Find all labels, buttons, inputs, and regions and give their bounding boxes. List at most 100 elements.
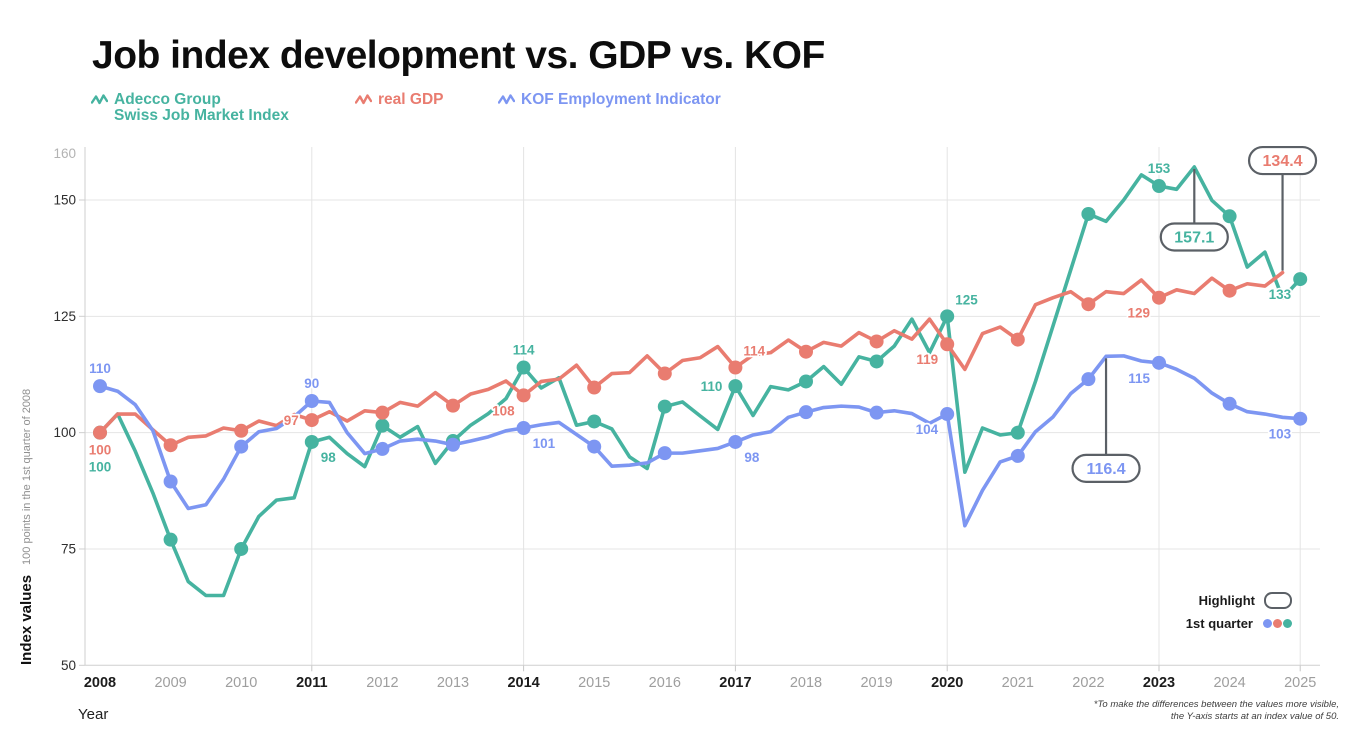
q1-dot-gdp (869, 334, 884, 349)
x-tick-label: 2024 (1213, 675, 1245, 691)
x-tick-label: 2020 (931, 675, 963, 691)
q1-dot-gdp (304, 413, 319, 428)
q1-dot-adecco (728, 379, 743, 394)
point-label-adecco-125: 125 (955, 292, 978, 307)
legend-item-kof: KOF Employment Indicator (497, 92, 721, 111)
q1-dot-adecco (1010, 425, 1025, 440)
y-tick-label: 75 (61, 541, 76, 556)
q1-dot-kof (163, 474, 178, 489)
q1-dot-gdp (728, 360, 743, 375)
q1-dot-gdp (1152, 290, 1166, 305)
q1-dot-adecco (657, 399, 672, 414)
highlight-callout-gdp (1247, 145, 1318, 176)
y-tick-label: 160 (53, 146, 76, 161)
q1-dot-kof (587, 439, 602, 454)
x-tick-label: 2013 (437, 675, 469, 691)
series-line-adecco (98, 165, 1302, 598)
y-tick-label: 100 (53, 425, 76, 440)
q1-dot-adecco (163, 532, 178, 547)
q1-dot-gdp (1010, 332, 1025, 347)
q1-dot-gdp (234, 423, 249, 438)
x-tick-label: 2014 (507, 675, 539, 691)
x-tick-label: 2012 (366, 675, 398, 691)
x-axis-title: Year (78, 706, 109, 723)
line-squiggle-icon (497, 93, 516, 111)
kof-dot-icon (1263, 619, 1272, 628)
line-squiggle-icon (90, 93, 109, 111)
q1-dot-gdp (1222, 283, 1237, 298)
gdp-dot-icon (1273, 619, 1282, 628)
q1-dot-kof (657, 446, 672, 461)
chart-title: Job index development vs. GDP vs. KOF (92, 34, 825, 77)
q1-dot-kof (93, 379, 107, 394)
q1-dot-adecco (516, 360, 531, 375)
point-label-gdp-97: 97 (284, 413, 299, 428)
x-tick-label: 2021 (1002, 675, 1034, 691)
footnote: *To make the differences between the val… (1094, 699, 1339, 723)
q1-dot-kof (869, 405, 884, 420)
annotation-key: Highlight 1st quarter (1080, 590, 1292, 636)
point-label-kof-101: 101 (533, 436, 556, 451)
legend: Adecco Group Swiss Job Market Index real… (0, 92, 1351, 132)
point-label-gdp-129: 129 (1127, 306, 1150, 321)
point-label-adecco-110: 110 (701, 379, 723, 394)
highlight-pill-icon (1264, 592, 1292, 609)
q1-dot-kof (375, 441, 390, 456)
x-tick-label: 2019 (860, 675, 892, 691)
point-label-gdp-108: 108 (492, 403, 515, 418)
x-tick-label: 2018 (790, 675, 822, 691)
q1-dot-adecco (304, 434, 319, 449)
point-label-gdp-119: 119 (916, 352, 938, 367)
q1-dot-gdp (1081, 297, 1096, 312)
y-tick-label: 150 (53, 193, 76, 208)
q1-dot-gdp (163, 438, 178, 453)
x-tick-label: 2008 (84, 675, 116, 691)
q1-dot-adecco (587, 414, 602, 429)
highlight-callout-adecco (1159, 222, 1229, 252)
legend-label: real GDP (378, 91, 444, 108)
q1-dot-gdp (587, 380, 602, 395)
q1-dot-kof (516, 420, 531, 435)
q1-dot-kof (1152, 355, 1166, 370)
x-tick-label: 2010 (225, 675, 257, 691)
q1-dot-kof (1222, 396, 1237, 411)
highlight-callout-kof (1071, 453, 1141, 483)
x-tick-label: 2023 (1143, 675, 1175, 691)
q1-dot-adecco (1081, 206, 1096, 221)
callout-value-134.4: 134.4 (1263, 153, 1303, 170)
highlight-key-row: Highlight (1080, 590, 1292, 611)
point-label-kof-104: 104 (916, 422, 939, 437)
x-tick-label: 2009 (154, 675, 186, 691)
x-tick-label: 2016 (649, 675, 681, 691)
x-tick-label: 2022 (1072, 675, 1104, 691)
point-label-adecco-133: 133 (1269, 287, 1292, 302)
x-tick-label: 2015 (578, 675, 610, 691)
q1-dot-kof (940, 407, 955, 422)
point-label-gdp-100: 100 (89, 443, 112, 458)
q1-dot-adecco (1152, 179, 1166, 194)
highlight-key-label: Highlight (1198, 593, 1255, 608)
callout-value-157.1: 157.1 (1174, 229, 1214, 246)
q1-dot-kof (234, 439, 249, 454)
x-tick-label: 2011 (296, 675, 327, 691)
q1-dot-adecco (940, 309, 955, 324)
footnote-line: *To make the differences between the val… (1093, 699, 1339, 710)
q1-dot-adecco (375, 418, 390, 433)
point-label-adecco-114: 114 (513, 343, 535, 358)
q1-dot-gdp (516, 388, 531, 403)
footnote-line: the Y-axis starts at an index value of 5… (1170, 711, 1339, 722)
y-axis-title: Index values100 points in the 1st quarte… (18, 389, 35, 665)
legend-label: Adecco Group Swiss Job Market Index (114, 91, 289, 124)
point-label-kof-98: 98 (744, 450, 760, 465)
point-label-adecco-98: 98 (321, 450, 337, 465)
point-label-kof-110: 110 (89, 361, 111, 376)
q1-dot-kof (446, 437, 460, 452)
q1-dot-gdp (940, 337, 955, 352)
q1-dot-gdp (799, 344, 813, 359)
point-label-adecco-153: 153 (1148, 161, 1171, 176)
q1-dot-adecco (799, 374, 813, 389)
point-label-gdp-114: 114 (743, 344, 765, 359)
series-line-kof (98, 354, 1302, 528)
